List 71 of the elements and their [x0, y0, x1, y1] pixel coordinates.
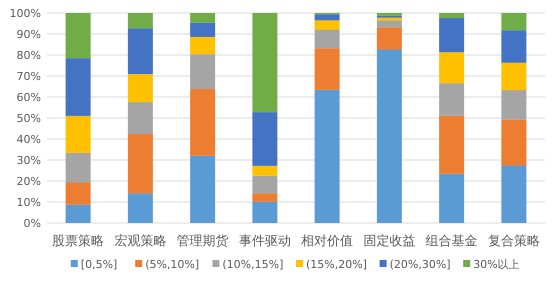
legend-label: 30%以上	[473, 258, 520, 271]
bar	[190, 36, 216, 54]
y-tick-label: 80%	[16, 49, 41, 62]
bar	[314, 20, 340, 30]
y-tick-label: 40%	[16, 133, 41, 146]
y-tick-label: 60%	[16, 91, 41, 104]
bar	[501, 165, 526, 223]
bar	[314, 14, 340, 20]
bar	[252, 193, 278, 202]
bar	[252, 176, 278, 194]
bar	[128, 28, 153, 74]
bar	[128, 193, 153, 223]
bar	[66, 116, 91, 153]
legend-label: (15%,20%]	[306, 258, 367, 271]
x-tick-label: 事件驱动	[238, 234, 291, 249]
bar	[252, 13, 278, 112]
bar	[501, 13, 526, 30]
bar	[66, 152, 91, 182]
bar	[439, 13, 464, 18]
bar	[501, 62, 526, 90]
bar	[439, 174, 464, 223]
y-tick-label: 100%	[10, 7, 41, 20]
x-tick-label: 管理期货	[176, 234, 229, 249]
bar	[128, 74, 153, 102]
bar	[128, 13, 153, 28]
bar	[376, 20, 402, 28]
y-tick-label: 50%	[16, 112, 41, 125]
bar	[439, 18, 464, 52]
bar	[314, 90, 340, 223]
bar	[501, 30, 526, 63]
bar	[66, 13, 91, 58]
x-tick-label: 固定收益	[363, 234, 416, 249]
bar	[66, 58, 91, 116]
legend-label: (5%,10%]	[145, 258, 200, 271]
y-tick-label: 20%	[16, 175, 41, 188]
bar	[376, 27, 402, 50]
bar	[190, 22, 216, 37]
bar	[439, 83, 464, 116]
bar	[190, 156, 216, 223]
bar	[252, 112, 278, 166]
y-tick-label: 10%	[16, 196, 41, 209]
legend-label: (20%,30%]	[390, 258, 451, 271]
bar	[376, 50, 402, 223]
bar	[190, 89, 216, 156]
bar	[190, 54, 216, 90]
y-tick-label: 90%	[16, 28, 41, 41]
bar	[314, 48, 340, 90]
bar	[128, 134, 153, 194]
bar	[190, 13, 216, 23]
y-tick-label: 0%	[24, 217, 41, 230]
y-tick-label: 30%	[16, 154, 41, 167]
bar	[439, 116, 464, 174]
x-tick-label: 宏观策略	[114, 233, 166, 249]
legend-label: (10%,15%]	[222, 258, 284, 271]
x-tick-label: 组合基金	[426, 234, 478, 249]
bar	[252, 166, 278, 176]
bar	[439, 52, 464, 84]
bar	[314, 30, 340, 48]
bar	[66, 182, 91, 205]
legend-label: [0,5%]	[80, 258, 118, 271]
x-tick-label: 复合策略	[488, 234, 540, 249]
bar	[128, 102, 153, 134]
bar	[501, 90, 526, 120]
bar	[252, 202, 278, 223]
bar	[501, 120, 526, 166]
bar	[376, 13, 402, 16]
x-tick-label: 股票策略	[52, 234, 104, 249]
bar	[66, 204, 91, 223]
y-tick-label: 70%	[16, 70, 41, 83]
x-tick-label: 相对价值	[301, 234, 354, 249]
bar	[376, 18, 402, 20]
